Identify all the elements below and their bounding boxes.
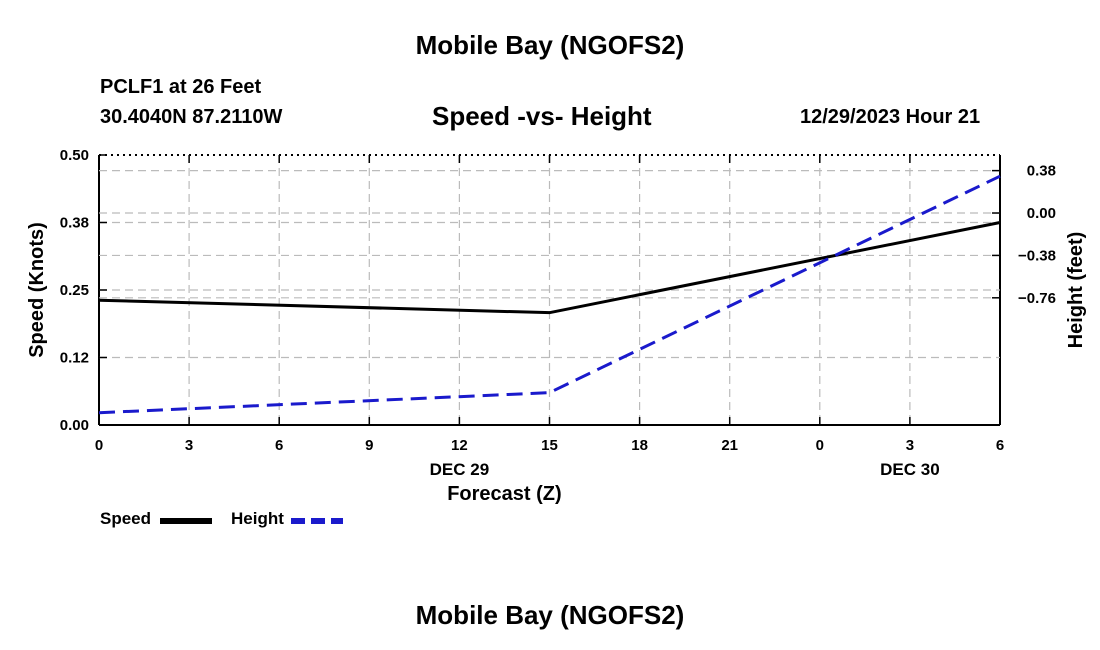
footer-title: Mobile Bay (NGOFS2) bbox=[415, 600, 685, 630]
y2-tick-label: −0.76 bbox=[1018, 290, 1056, 307]
x-tick-label: 0 bbox=[95, 437, 103, 454]
y2-tick-label: −0.38 bbox=[1018, 247, 1056, 264]
y2-tick-label: 0.38 bbox=[1027, 163, 1056, 180]
x-tick-label: 9 bbox=[365, 437, 373, 454]
legend-speed-swatch bbox=[160, 518, 212, 524]
y-axis-title: Speed (Knots) bbox=[26, 222, 48, 358]
x-tick-label: 15 bbox=[541, 437, 558, 454]
x-tick-label: 3 bbox=[906, 437, 914, 454]
x-tick-label: 21 bbox=[721, 437, 738, 454]
x-tick-label: 6 bbox=[275, 437, 283, 454]
x-tick-label: 6 bbox=[996, 437, 1004, 454]
y2-tick-label: 0.00 bbox=[1027, 205, 1056, 222]
x-date-label: DEC 29 bbox=[430, 460, 490, 479]
y2-axis-title: Height (feet) bbox=[1065, 232, 1087, 349]
x-tick-label: 0 bbox=[816, 437, 824, 454]
y-tick-label: 0.38 bbox=[60, 215, 89, 232]
legend-height-swatch bbox=[291, 518, 343, 524]
y-tick-label: 0.12 bbox=[60, 350, 89, 367]
x-axis-title: Forecast (Z) bbox=[447, 483, 561, 505]
series-line-speed bbox=[98, 221, 1001, 315]
station-label: PCLF1 at 26 Feet bbox=[100, 76, 262, 98]
page-title: Mobile Bay (NGOFS2) bbox=[415, 30, 685, 60]
series-line-height bbox=[98, 174, 1001, 415]
x-date-label: DEC 30 bbox=[880, 460, 940, 479]
legend-speed-label: Speed bbox=[100, 509, 152, 528]
y-tick-label: 0.00 bbox=[60, 417, 89, 434]
y-tick-label: 0.50 bbox=[60, 147, 89, 164]
y-tick-label: 0.25 bbox=[60, 282, 89, 299]
x-tick-label: 18 bbox=[631, 437, 648, 454]
forecast-timestamp: 12/29/2023 Hour 21 bbox=[800, 106, 981, 128]
chart-title: Speed -vs- Height bbox=[432, 101, 652, 131]
legend-height-label: Height bbox=[231, 509, 284, 528]
x-tick-label: 3 bbox=[185, 437, 193, 454]
station-coordinates: 30.4040N 87.2110W bbox=[100, 106, 283, 128]
x-tick-label: 12 bbox=[451, 437, 468, 454]
